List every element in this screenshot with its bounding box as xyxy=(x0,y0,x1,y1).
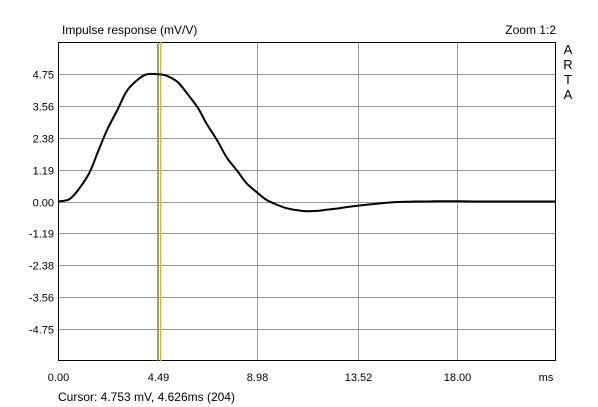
zoom-label[interactable]: Zoom 1:2 xyxy=(505,23,556,37)
y-axis-ticks: 4.75 3.56 2.38 1.19 0.00 -1.19 -2.38 -3.56 -4.75 xyxy=(29,70,54,337)
cursor-readout: Cursor: 4.753 mV, 4.626ms (204) xyxy=(58,390,235,404)
x-axis-unit: ms xyxy=(539,372,554,384)
y-tick-label: 4.75 xyxy=(33,70,54,82)
x-axis-ticks: 0.00 4.49 8.98 13.52 18.00 ms xyxy=(48,372,554,384)
brand-letter: A xyxy=(563,87,573,102)
y-tick-label: -4.75 xyxy=(29,325,54,337)
x-tick-label: 4.49 xyxy=(148,372,169,384)
x-tick-label: 8.98 xyxy=(247,372,268,384)
brand-letter: A xyxy=(563,42,573,57)
x-tick-label: 13.52 xyxy=(345,372,373,384)
x-tick-label: 18.00 xyxy=(444,372,472,384)
arta-brand-logo: A R T A xyxy=(561,42,575,102)
series-line xyxy=(57,72,556,213)
y-tick-label: 0.00 xyxy=(33,198,54,210)
y-tick-label: -2.38 xyxy=(29,261,54,273)
chart-title: Impulse response (mV/V) xyxy=(62,23,198,37)
y-tick-label: 2.38 xyxy=(33,134,54,146)
series-layer xyxy=(57,72,556,213)
brand-letter: R xyxy=(563,57,573,72)
cursor-layer[interactable] xyxy=(157,42,162,361)
y-tick-label: 1.19 xyxy=(33,166,54,178)
y-tick-label: 3.56 xyxy=(33,102,54,114)
y-tick-label: -1.19 xyxy=(29,229,54,241)
x-tick-label: 0.00 xyxy=(48,372,69,384)
brand-letter: T xyxy=(564,72,572,87)
y-tick-label: -3.56 xyxy=(29,293,54,305)
